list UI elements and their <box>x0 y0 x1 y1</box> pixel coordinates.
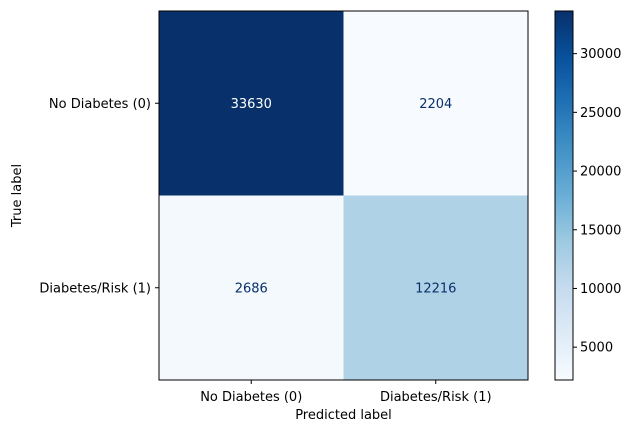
x-tick-label: No Diabetes (0) <box>200 390 302 405</box>
cell-value-label: 2204 <box>419 97 452 112</box>
y-tick-label: Diabetes/Risk (1) <box>39 281 151 296</box>
y-axis-label: True label <box>10 164 25 228</box>
colorbar-tick-label: 5000 <box>580 341 613 356</box>
cell-value-label: 12216 <box>415 281 456 296</box>
x-axis-ticks: No Diabetes (0) Diabetes/Risk (1) <box>200 380 492 405</box>
colorbar-tick-label: 10000 <box>580 282 621 297</box>
y-axis-ticks: No Diabetes (0) Diabetes/Risk (1) <box>39 97 159 296</box>
x-tick-label: Diabetes/Risk (1) <box>380 390 492 405</box>
colorbar <box>554 10 574 381</box>
plot-frame <box>158 10 529 381</box>
colorbar-tick-label: 30000 <box>580 47 621 62</box>
colorbar-ticks: 5000 10000 15000 20000 25000 30000 <box>573 47 621 356</box>
heatmap-cell <box>343 195 528 380</box>
colorbar-tick-label: 25000 <box>580 106 621 121</box>
y-tick-label: No Diabetes (0) <box>49 97 151 112</box>
cell-value-label: 2686 <box>235 281 268 296</box>
cell-value-label: 33630 <box>231 97 272 112</box>
colorbar-tick-label: 20000 <box>580 165 621 180</box>
colorbar-tick-label: 15000 <box>580 223 621 238</box>
heatmap-cell <box>159 195 344 380</box>
x-axis-label: Predicted label <box>295 408 392 423</box>
heatmap-cells: 33630 2204 2686 12216 <box>159 11 528 380</box>
heatmap-cell <box>159 11 344 196</box>
heatmap-cell <box>343 11 528 196</box>
